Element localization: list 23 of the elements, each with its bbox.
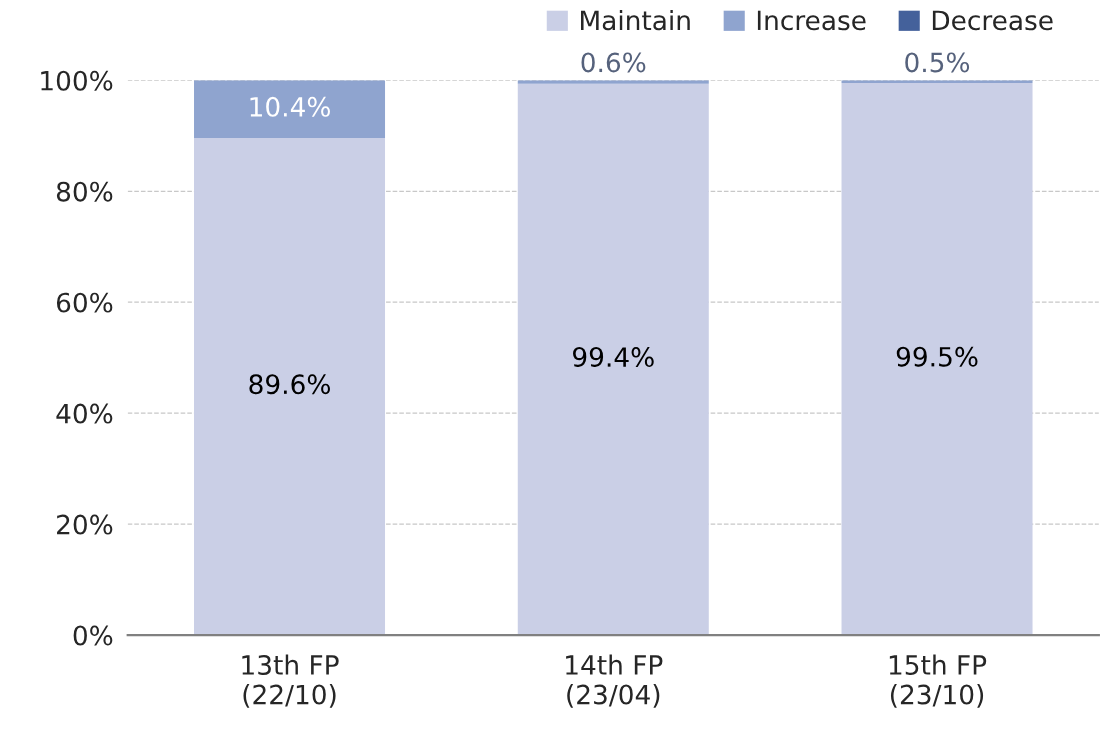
x-tick-label: 15th FP (23/10) (889, 654, 987, 708)
bar (841, 83, 1033, 636)
bar (194, 80, 386, 138)
y-tick-label: 80% (56, 181, 113, 202)
data-label: 99.5% (896, 346, 978, 367)
y-tick-label: 0% (73, 625, 113, 646)
x-tick-label: 13th FP (22/10) (242, 654, 339, 708)
legend-label: Increase (757, 10, 866, 31)
y-tick-label: 60% (56, 292, 113, 313)
y-tick-label: 40% (56, 403, 113, 424)
legend-label: Decrease (932, 10, 1053, 31)
data-label: 10.4% (250, 96, 330, 117)
bar (517, 80, 709, 84)
y-tick-label: 20% (57, 514, 113, 535)
data-label: 99.4% (573, 347, 654, 368)
data-label: 89.6% (249, 374, 330, 395)
data-label: 0.6% (581, 52, 646, 73)
y-tick-label: 100% (41, 70, 113, 91)
legend-label: Maintain (581, 9, 690, 31)
x-tick-label: 14th FP (23/04) (566, 654, 663, 708)
bar (517, 83, 709, 636)
data-label: 0.5% (905, 52, 970, 73)
bar (194, 138, 386, 636)
